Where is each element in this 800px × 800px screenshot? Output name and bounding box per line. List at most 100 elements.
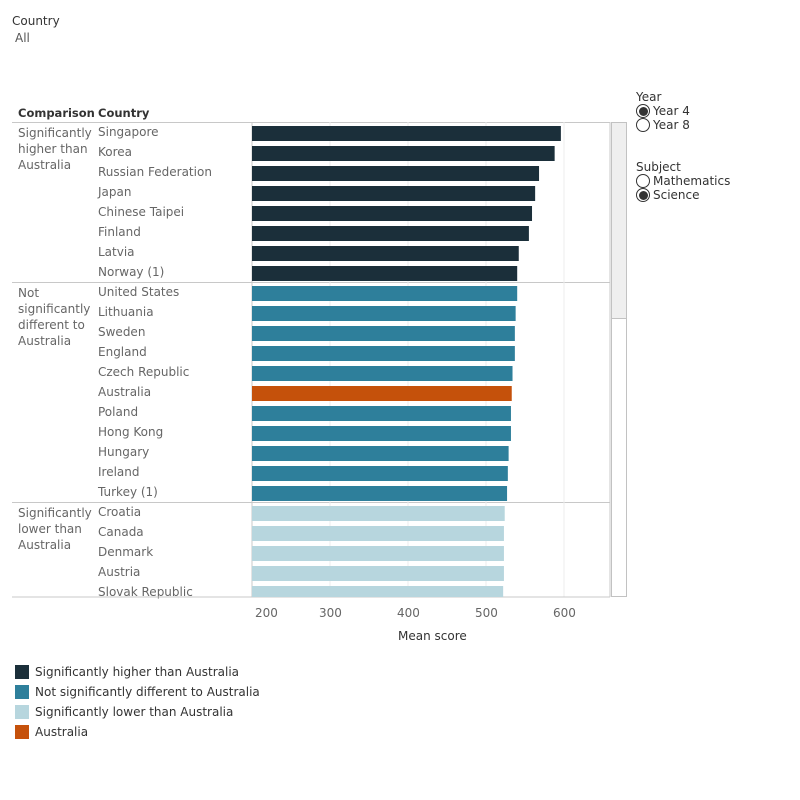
bar-slovak-republic[interactable]	[252, 586, 504, 597]
radio-icon[interactable]	[636, 118, 650, 132]
comparison-group-label: Significantly higher than Australia	[18, 125, 96, 173]
x-tick-label: 400	[397, 606, 420, 620]
legend-swatch	[15, 725, 29, 739]
country-label: Chinese Taipei	[98, 205, 185, 219]
year-filter-title: Year	[636, 90, 662, 104]
country-label: Czech Republic	[98, 365, 190, 379]
legend-item-higher[interactable]: Significantly higher than Australia	[15, 662, 260, 682]
bar-singapore[interactable]	[252, 126, 561, 141]
subject-filter: Subject Mathematics Science	[636, 160, 730, 202]
comparison-group-label-line: Australia	[18, 334, 72, 348]
country-label: England	[98, 345, 147, 359]
bar-finland[interactable]	[252, 226, 529, 241]
bar-lithuania[interactable]	[252, 306, 516, 321]
bar-denmark[interactable]	[252, 546, 504, 561]
comparison-group-label-line: higher than	[18, 142, 88, 156]
bar-australia[interactable]	[252, 386, 512, 401]
country-filter-value[interactable]: All	[15, 31, 30, 45]
bar-croatia[interactable]	[252, 506, 505, 521]
legend-swatch	[15, 665, 29, 679]
country-label: United States	[98, 285, 180, 299]
comparison-group-label-line: Not	[18, 286, 40, 300]
bar-norway-1[interactable]	[252, 266, 518, 281]
bar-canada[interactable]	[252, 526, 504, 541]
subject-option-mathematics[interactable]: Mathematics	[636, 174, 730, 188]
country-label: Canada	[98, 525, 144, 539]
country-label: Singapore	[98, 125, 159, 139]
bar-russian-federation[interactable]	[252, 166, 540, 181]
chart-scrollbar-thumb[interactable]	[612, 123, 626, 319]
radio-icon[interactable]	[636, 174, 650, 188]
comparison-group-label: Not significantly different to Australia	[18, 285, 96, 349]
bar-ireland[interactable]	[252, 466, 508, 481]
country-column-header: Country	[98, 106, 150, 120]
subject-option-label: Mathematics	[653, 174, 731, 188]
country-label: Austria	[98, 565, 141, 579]
year-option-year-8[interactable]: Year 8	[636, 118, 690, 132]
x-tick-label: 600	[553, 606, 576, 620]
country-filter-title: Country	[12, 14, 60, 28]
header-divider	[12, 122, 610, 123]
country-label: Norway (1)	[98, 265, 165, 279]
bar-hong-kong[interactable]	[252, 426, 511, 441]
x-tick-label: 500	[475, 606, 498, 620]
legend-swatch	[15, 685, 29, 699]
country-label: Denmark	[98, 545, 154, 559]
group-divider	[12, 502, 610, 503]
legend-swatch	[15, 705, 29, 719]
country-label: Slovak Republic	[98, 585, 193, 599]
country-label: Hong Kong	[98, 425, 164, 439]
legend-item-lower[interactable]: Significantly lower than Australia	[15, 702, 260, 722]
country-label: Ireland	[98, 465, 140, 479]
year-option-label: Year 4	[653, 104, 690, 118]
bar-hungary[interactable]	[252, 446, 509, 461]
country-label: Hungary	[98, 445, 150, 459]
x-axis-title: Mean score	[398, 629, 467, 643]
year-option-year-4[interactable]: Year 4	[636, 104, 690, 118]
subject-option-science[interactable]: Science	[636, 188, 730, 202]
bar-korea[interactable]	[252, 146, 555, 161]
country-label: Japan	[98, 185, 132, 199]
bar-turkey-1[interactable]	[252, 486, 508, 501]
country-label: Korea	[98, 145, 133, 159]
legend-item-australia[interactable]: Australia	[15, 722, 260, 742]
country-label: Australia	[98, 385, 152, 399]
comparison-group-label-line: Australia	[18, 158, 72, 172]
legend-label: Not significantly different to Australia	[35, 685, 260, 699]
radio-icon[interactable]	[636, 104, 650, 118]
comparison-group-label-line: Significantly	[18, 506, 92, 520]
comparison-group-label-line: Significantly	[18, 126, 92, 140]
bar-japan[interactable]	[252, 186, 536, 201]
subject-option-label: Science	[653, 188, 700, 202]
bar-latvia[interactable]	[252, 246, 519, 261]
bar-sweden[interactable]	[252, 326, 515, 341]
subject-filter-title: Subject	[636, 160, 681, 174]
year-filter: Year Year 4 Year 8	[636, 90, 690, 132]
country-label: Finland	[98, 225, 141, 239]
bar-czech-republic[interactable]	[252, 366, 513, 381]
bar-england[interactable]	[252, 346, 515, 361]
country-label: Croatia	[98, 505, 142, 519]
legend-label: Significantly higher than Australia	[35, 665, 240, 679]
bar-poland[interactable]	[252, 406, 511, 421]
legend-item-not-different[interactable]: Not significantly different to Australia	[15, 682, 260, 702]
country-label: Lithuania	[98, 305, 154, 319]
year-option-label: Year 8	[653, 118, 690, 132]
comparison-group-label-line: significantly	[18, 302, 91, 316]
country-label: Poland	[98, 405, 139, 419]
legend-label: Significantly lower than Australia	[35, 705, 234, 719]
bar-united-states[interactable]	[252, 286, 518, 301]
country-label: Sweden	[98, 325, 146, 339]
country-label: Russian Federation	[98, 165, 212, 179]
bar-chinese-taipei[interactable]	[252, 206, 533, 221]
comparison-group-label-line: different to	[18, 318, 85, 332]
country-label: Turkey (1)	[98, 485, 158, 499]
radio-icon[interactable]	[636, 188, 650, 202]
comparison-group-label-line: lower than	[18, 522, 82, 536]
group-divider	[12, 282, 610, 283]
legend: Significantly higher than Australia Not …	[15, 662, 260, 742]
comparison-column-header: Comparison	[18, 106, 95, 120]
comparison-group-label: Significantly lower than Australia	[18, 505, 96, 553]
bar-austria[interactable]	[252, 566, 504, 581]
comparison-group-label-line: Australia	[18, 538, 72, 552]
